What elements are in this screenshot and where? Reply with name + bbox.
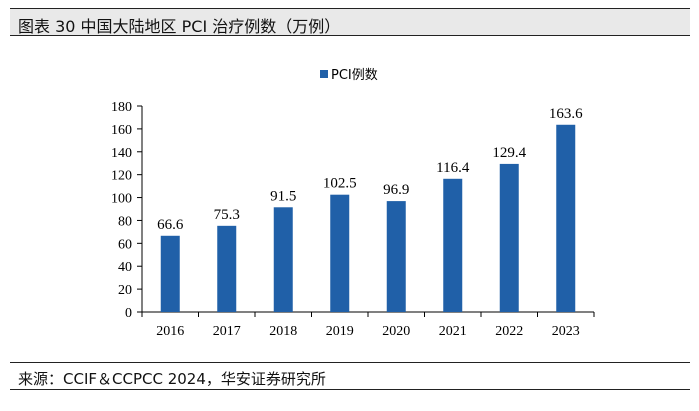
data-label-2017: 75.3 xyxy=(214,207,240,223)
legend-swatch xyxy=(320,70,328,78)
data-label-2018: 91.5 xyxy=(270,188,296,204)
data-label-2019: 102.5 xyxy=(323,176,357,192)
bar-2019 xyxy=(330,194,350,312)
y-tick-label: 80 xyxy=(118,214,132,229)
x-tick-label-2022: 2022 xyxy=(495,324,523,339)
source-bar: 来源：CCIF＆CCPCC 2024，华安证券研究所 xyxy=(10,362,690,390)
y-tick-label: 60 xyxy=(118,237,132,252)
data-label-2020: 96.9 xyxy=(383,182,409,198)
y-tick-label: 20 xyxy=(118,283,132,298)
x-tick-label-2017: 2017 xyxy=(213,324,241,339)
bar-2023 xyxy=(556,124,576,312)
figure-title: 图表 30 中国大陆地区 PCI 治疗例数（万例） xyxy=(18,17,341,36)
data-label-2016: 66.6 xyxy=(157,217,184,233)
x-tick-label-2019: 2019 xyxy=(326,324,354,339)
bar-2016 xyxy=(160,235,180,312)
bar-2020 xyxy=(386,201,406,312)
data-label-2022: 129.4 xyxy=(492,145,526,161)
bar-2017 xyxy=(217,225,237,312)
bar-chart: 0 20 40 60 80 100 120 140 160 180 66.6 2016 75.3 2017… xyxy=(111,68,595,339)
y-tick-label: 160 xyxy=(111,123,132,138)
y-tick-label: 120 xyxy=(111,169,132,184)
chart-area: 0 20 40 60 80 100 120 140 160 180 66.6 2016 75.3 2017… xyxy=(10,36,690,362)
x-tick-label-2021: 2021 xyxy=(439,324,467,339)
x-tick-label-2023: 2023 xyxy=(552,324,580,339)
bar-2021 xyxy=(443,178,463,312)
figure-source: 来源：CCIF＆CCPCC 2024，华安证券研究所 xyxy=(18,370,326,388)
bar-2018 xyxy=(273,207,293,312)
y-tick-label: 100 xyxy=(111,192,132,207)
figure-title-bar: 图表 30 中国大陆地区 PCI 治疗例数（万例） xyxy=(10,8,690,36)
data-label-2023: 163.6 xyxy=(549,106,583,122)
y-tick-label: 0 xyxy=(125,306,132,321)
legend-label: PCI例数 xyxy=(331,68,378,83)
bar-2022 xyxy=(499,163,519,312)
x-tick-label-2018: 2018 xyxy=(269,324,297,339)
data-label-2021: 116.4 xyxy=(436,160,470,176)
x-tick-label-2016: 2016 xyxy=(156,324,184,339)
y-tick-label: 40 xyxy=(118,260,132,275)
y-tick-label: 180 xyxy=(111,100,132,115)
y-tick-label: 140 xyxy=(111,146,132,161)
x-tick-label-2020: 2020 xyxy=(382,324,410,339)
